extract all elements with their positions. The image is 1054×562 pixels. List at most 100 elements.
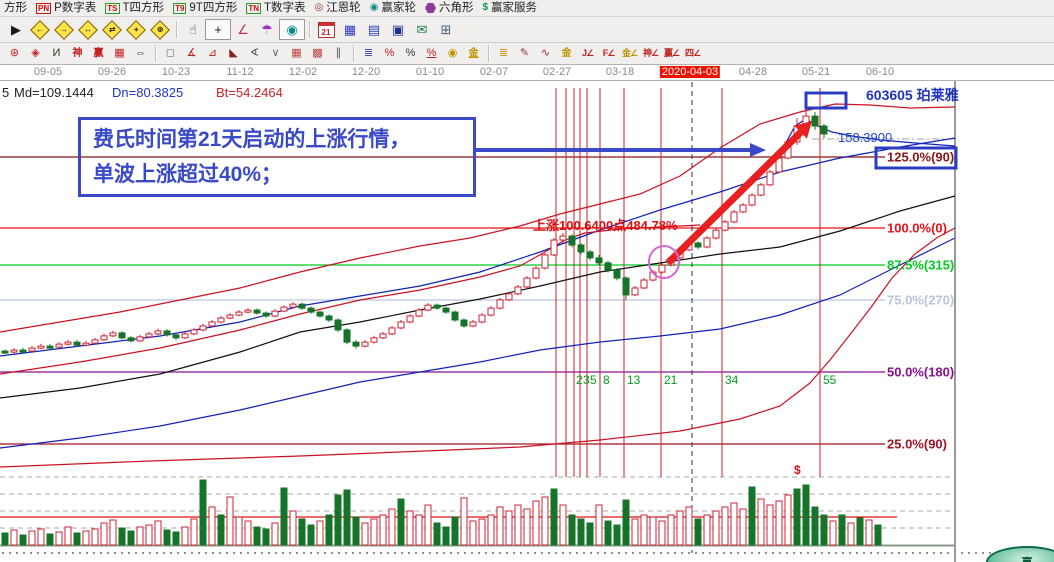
j-angle-icon[interactable]: J∠: [581, 48, 594, 58]
gann-level-label: 25.0%(90): [887, 437, 947, 452]
parallel-lines-icon[interactable]: ∥: [335, 47, 342, 59]
gold-underline-icon[interactable]: 金: [561, 48, 572, 59]
gold-line-icon[interactable]: 金: [468, 48, 479, 59]
gann-tools-toolbar: ⊛ ◈ И 神赢 ▦ ⇔ ◻ ∡ ⊿ ◣ ∢ ∨ ▦ ▩ ∥ ≣%%% ◉ 金 ≣ ✎ ∿ 金 J∠ F∠ 金∠ 神∠ 赢∠ 四∠: [0, 43, 1054, 65]
gold-angle-icon[interactable]: 金∠: [621, 48, 638, 58]
gold-list-icon[interactable]: ≣: [498, 47, 509, 59]
red-grid-icon[interactable]: ▦: [291, 47, 302, 59]
winner-service-icon: $: [482, 2, 489, 13]
menu-item-label: 六角形: [439, 1, 474, 14]
black-mid-curve: [0, 195, 956, 399]
play-arrow-icon[interactable]: ▶: [11, 22, 21, 37]
n-curve-icon[interactable]: И: [52, 47, 61, 59]
mid-red-curve: [0, 224, 701, 375]
price-steps-icon[interactable]: ≣: [363, 47, 374, 59]
diamond-lr-icon[interactable]: ↔: [76, 19, 100, 40]
wand-tool-icon[interactable]: ☂: [261, 22, 273, 37]
crosshair-icon[interactable]: +: [205, 19, 231, 40]
t-number-table-icon: TN: [246, 2, 261, 14]
ying-angle-icon[interactable]: 赢∠: [663, 48, 680, 58]
shen-tool-icon[interactable]: 神: [72, 48, 83, 59]
diamond-swap-icon[interactable]: ⇄: [100, 19, 124, 40]
blue-arrow: [750, 143, 766, 157]
menu-item-winner-wheel[interactable]: ◉ 赢家轮: [368, 1, 423, 16]
menu-item-gann-wheel[interactable]: ◎ 江恩轮: [313, 1, 368, 16]
date-label: 05-21: [801, 66, 831, 78]
fast-blue-curve: [781, 118, 956, 151]
percent-angle-icon[interactable]: %: [384, 47, 395, 59]
fib-time-label: 13: [627, 373, 641, 387]
date-label: 04-28: [738, 66, 768, 78]
dn-value: Dn=80.3825: [112, 85, 184, 100]
date-label: 01-10: [415, 66, 445, 78]
box-tool-icon[interactable]: ◻: [165, 47, 176, 59]
status-prefix: 5: [2, 85, 10, 100]
red-grid2-icon[interactable]: ▩: [312, 47, 323, 59]
bt-value: Bt=54.2464: [216, 85, 283, 100]
dark-fan-icon[interactable]: ◣: [229, 47, 238, 59]
menu-item-label: T数字表: [264, 1, 306, 14]
menu-item-hexagon[interactable]: 六角形: [423, 1, 481, 16]
stock-code-name: 603605 珀莱雅: [866, 87, 959, 103]
diamond-right-icon[interactable]: →: [52, 19, 76, 40]
fib-time-label: 5: [590, 373, 597, 387]
menu-item-9t-square[interactable]: T9 9T四方形: [171, 1, 244, 16]
pen-tool-icon[interactable]: ✎: [519, 47, 530, 59]
analysis-note-line1: 费氏时间第21天启动的上涨行情，: [93, 128, 411, 151]
gann-level-label: 75.0%(270): [887, 293, 954, 308]
span-arrow-icon[interactable]: ⇔: [135, 47, 146, 59]
date-label: 03-18: [605, 66, 635, 78]
p-number-table-icon: PN: [36, 2, 52, 14]
toolbar-separator: [309, 21, 310, 38]
computer-icon[interactable]: ⊞: [440, 22, 452, 37]
gann-level-label: 100.0%(0): [887, 221, 947, 236]
navigation-toolbar: ▶ ← → ↔ ⇄ + ⊕ ☝ + ∠ ☂ ◉ 21 ▦ ▤ ▣ ✉ ⊞: [0, 17, 1054, 43]
red-arrow: [794, 121, 812, 139]
mail-icon[interactable]: ✉: [416, 22, 428, 37]
fan-box-icon[interactable]: ⊿: [207, 47, 218, 59]
menu-item-label: P数字表: [54, 1, 97, 14]
compass-wheel-icon[interactable]: ⊛: [9, 47, 20, 59]
notepad-icon[interactable]: ▤: [367, 22, 381, 37]
angle-lines-icon[interactable]: ∢: [249, 47, 260, 59]
wave-a-icon[interactable]: ∿: [540, 47, 551, 59]
menu-item-t-square[interactable]: TS T四方形: [103, 1, 171, 16]
toolbar-separator: [176, 21, 177, 38]
menu-item-t-number-table[interactable]: TN T数字表: [244, 1, 312, 16]
menu-item-label: 9T四方形: [189, 1, 238, 14]
fib-time-label: 55: [823, 373, 837, 387]
menu-item-square[interactable]: 方形: [2, 1, 34, 16]
percent-icon[interactable]: %: [405, 47, 416, 59]
angle-tool-icon[interactable]: ∠: [237, 22, 249, 37]
hand-tool-icon[interactable]: ☝: [189, 22, 197, 37]
v-lines-icon[interactable]: ∨: [271, 47, 280, 59]
price-chart[interactable]: 125.0%(90) 100.0%(0) 87.5%(315) 75.0%(270) 5…: [0, 81, 1054, 562]
rise-measure-label: 上涨100.6400点484.78%: [533, 218, 678, 233]
diamond-move-icon[interactable]: ⊕: [148, 19, 172, 40]
menu-item-winner-service[interactable]: $ 赢家服务: [481, 1, 545, 16]
menu-item-p-number-table[interactable]: PN P数字表: [34, 1, 103, 16]
f-angle-icon[interactable]: F∠: [602, 48, 616, 58]
analysis-note-box[interactable]: 费氏时间第21天启动的上涨行情， 单波上涨超过40%；: [78, 117, 476, 197]
menu-item-label: 赢家服务: [491, 1, 538, 14]
percent-line-icon[interactable]: %: [426, 47, 437, 59]
save-icon[interactable]: ▣: [391, 22, 405, 37]
menu-item-label: T四方形: [122, 1, 165, 14]
ying-tool-icon[interactable]: 赢: [93, 48, 104, 59]
diamond-left-icon[interactable]: ←: [28, 19, 52, 40]
menu-item-label: 江恩轮: [326, 1, 361, 14]
date-axis: 09-05 09-26 10-23 11-12 12-02 12-20 01-10 02-07…: [0, 65, 1054, 81]
wave-tool-icon[interactable]: ◉: [279, 19, 305, 40]
gold-circle-icon[interactable]: ◉: [447, 47, 458, 59]
calculator-icon[interactable]: ▦: [343, 22, 357, 37]
si-angle-icon[interactable]: 四∠: [684, 48, 701, 58]
shen-angle-icon[interactable]: 神∠: [642, 48, 659, 58]
diamond-plus-icon[interactable]: +: [124, 19, 148, 40]
gann-fan-icon[interactable]: ∡: [186, 47, 197, 59]
gann-level-label: 50.0%(180): [887, 365, 954, 380]
calendar-icon[interactable]: 21: [314, 19, 338, 40]
grid-ruler-icon[interactable]: ▦: [114, 47, 125, 59]
menu-item-label: 赢家轮: [381, 1, 417, 14]
web-square-icon[interactable]: ◈: [31, 47, 40, 59]
fib-time-label: 8: [603, 373, 610, 387]
